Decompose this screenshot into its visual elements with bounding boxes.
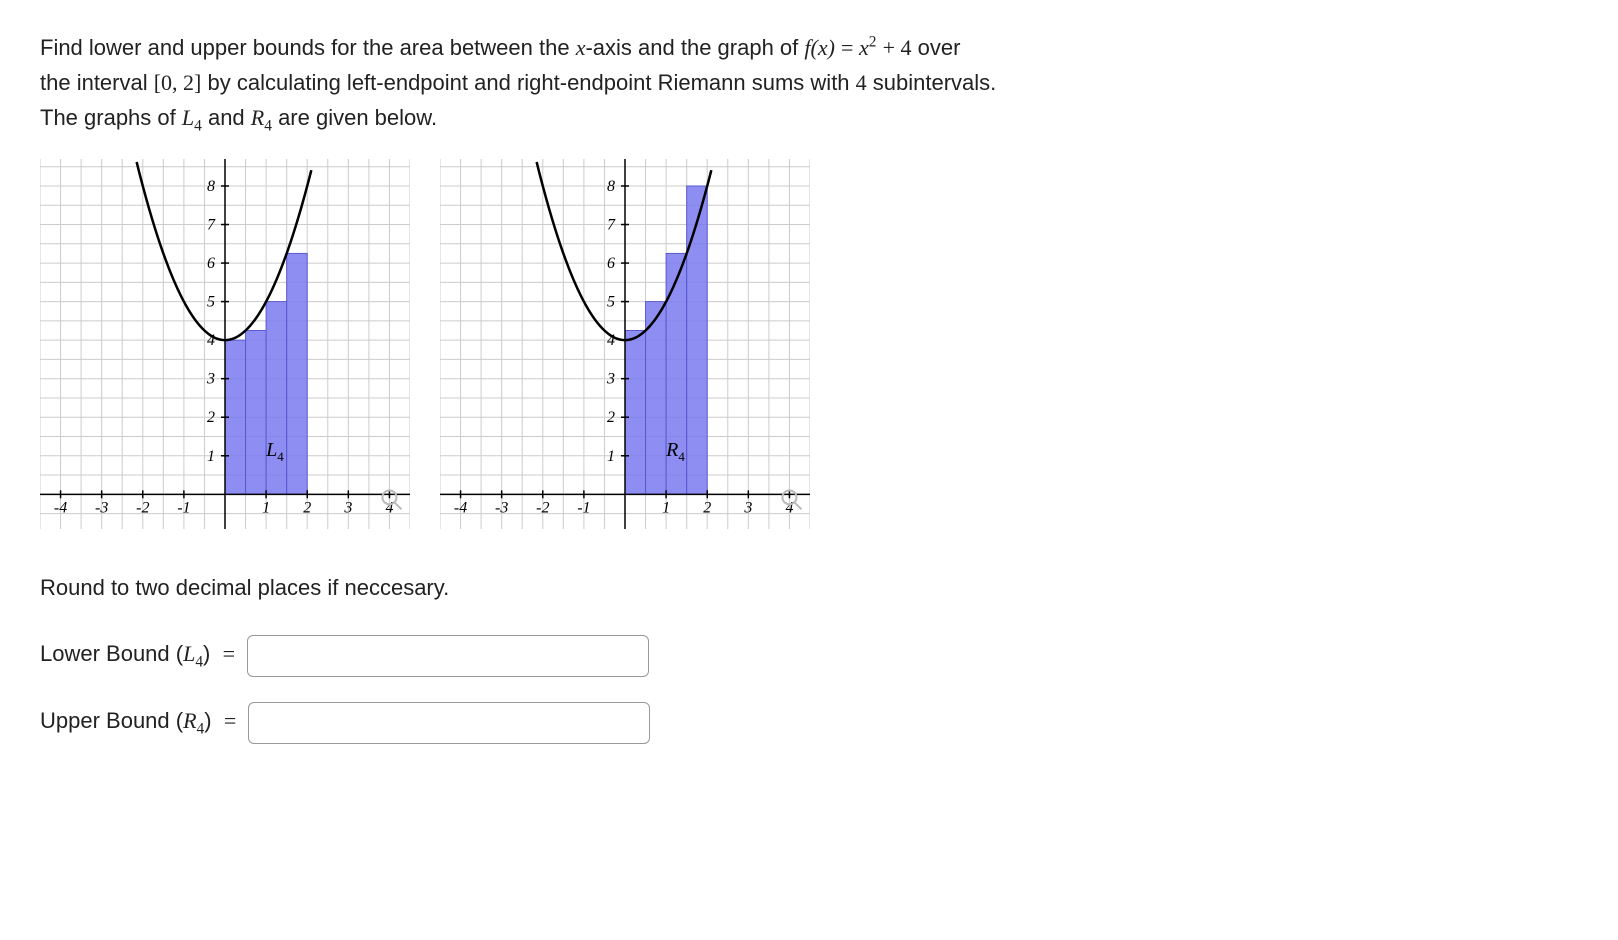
svg-text:2: 2 xyxy=(207,410,215,427)
upper-bound-row: Upper Bound (R4) = xyxy=(40,702,1578,744)
svg-text:-4: -4 xyxy=(54,500,67,517)
svg-text:3: 3 xyxy=(743,500,752,517)
graphs-row: -4-3-2-1123412345678L4 -4-3-2-1123412345… xyxy=(40,159,1578,539)
svg-text:-1: -1 xyxy=(177,500,190,517)
text: -axis and the graph of xyxy=(585,35,804,60)
svg-text:-2: -2 xyxy=(536,500,549,517)
svg-text:4: 4 xyxy=(207,333,215,350)
eq: = xyxy=(841,35,859,60)
eq: = xyxy=(223,641,235,666)
upper-label-pre: Upper Bound ( xyxy=(40,708,183,733)
graph-svg-r4: -4-3-2-1123412345678R4 xyxy=(440,159,810,529)
text: The graphs of xyxy=(40,105,182,130)
svg-text:7: 7 xyxy=(207,217,216,234)
graph-svg-l4: -4-3-2-1123412345678L4 xyxy=(40,159,410,529)
svg-text:-3: -3 xyxy=(495,500,508,517)
fx: f(x) xyxy=(804,35,835,60)
R-sub: 4 xyxy=(264,118,272,135)
eq: = xyxy=(224,708,236,733)
L: L xyxy=(182,105,194,130)
svg-text:4: 4 xyxy=(607,333,615,350)
lower-bound-input[interactable] xyxy=(247,635,649,677)
svg-text:4: 4 xyxy=(785,500,793,517)
svg-text:3: 3 xyxy=(206,371,215,388)
svg-text:1: 1 xyxy=(662,500,670,517)
svg-text:7: 7 xyxy=(607,217,616,234)
svg-text:-4: -4 xyxy=(454,500,467,517)
svg-text:6: 6 xyxy=(607,255,615,272)
svg-text:2: 2 xyxy=(703,500,711,517)
svg-text:8: 8 xyxy=(607,178,615,195)
nsub: 4 xyxy=(856,70,867,95)
interval: [0, 2] xyxy=(154,70,202,95)
R: R xyxy=(251,105,264,130)
text: the interval xyxy=(40,70,154,95)
svg-text:-1: -1 xyxy=(577,500,590,517)
svg-text:2: 2 xyxy=(607,410,615,427)
graph-left-sum: -4-3-2-1123412345678L4 xyxy=(40,159,410,539)
text: Find lower and upper bounds for the area… xyxy=(40,35,576,60)
svg-text:-3: -3 xyxy=(95,500,108,517)
graph-right-sum: -4-3-2-1123412345678R4 xyxy=(440,159,810,539)
L-sub: 4 xyxy=(194,118,202,135)
upper-bound-input[interactable] xyxy=(248,702,650,744)
and: and xyxy=(208,105,251,130)
upper-label-post: ) xyxy=(204,708,211,733)
text: by calculating left-endpoint and right-e… xyxy=(208,70,856,95)
rounding-instruction: Round to two decimal places if neccesary… xyxy=(40,570,1578,605)
rhs-plus: + 4 xyxy=(883,35,912,60)
svg-text:2: 2 xyxy=(303,500,311,517)
lower-label-post: ) xyxy=(203,641,210,666)
lower-bound-row: Lower Bound (L4) = xyxy=(40,635,1578,677)
svg-text:5: 5 xyxy=(207,294,215,311)
svg-text:3: 3 xyxy=(343,500,352,517)
svg-text:1: 1 xyxy=(262,500,270,517)
svg-text:4: 4 xyxy=(385,500,393,517)
text: over xyxy=(918,35,961,60)
problem-statement: Find lower and upper bounds for the area… xyxy=(40,30,1440,139)
text: are given below. xyxy=(278,105,437,130)
text: subintervals. xyxy=(873,70,997,95)
lower-L: L xyxy=(183,641,195,666)
svg-text:3: 3 xyxy=(606,371,615,388)
x-var: x xyxy=(576,35,586,60)
svg-text:1: 1 xyxy=(607,448,615,465)
svg-text:1: 1 xyxy=(207,448,215,465)
lower-sub: 4 xyxy=(195,654,203,671)
rhs-exp: 2 xyxy=(869,34,877,51)
svg-text:5: 5 xyxy=(607,294,615,311)
lower-label-pre: Lower Bound ( xyxy=(40,641,183,666)
svg-text:-2: -2 xyxy=(136,500,149,517)
rhs-x: x xyxy=(859,35,869,60)
svg-text:6: 6 xyxy=(207,255,215,272)
upper-R: R xyxy=(183,708,196,733)
svg-text:8: 8 xyxy=(207,178,215,195)
